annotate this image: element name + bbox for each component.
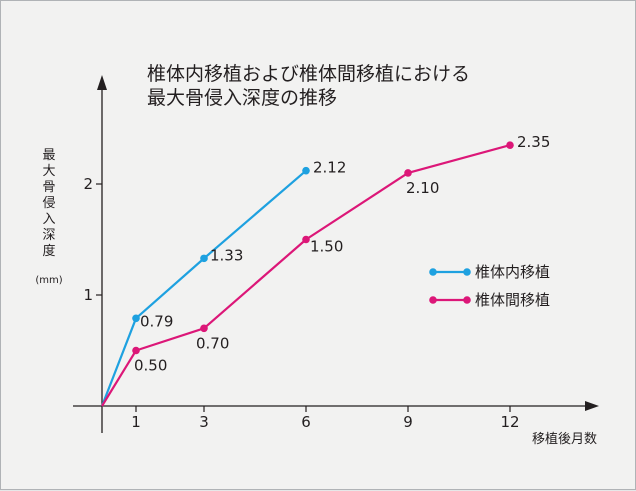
data-label: 2.12 (313, 159, 346, 177)
y-axis-title: 最大骨侵入深度 (mm) (35, 148, 62, 286)
y-axis-title-char: 深 (42, 228, 55, 243)
data-point (200, 254, 208, 263)
series-layer (100, 141, 514, 407)
x-tick-label: 9 (403, 413, 413, 431)
data-label: 2.35 (517, 133, 550, 151)
x-axis-title: 移植後月数 (532, 432, 597, 447)
chart-title-line-1: 椎体内移植および椎体間移植における (147, 63, 470, 85)
data-label: 1.50 (310, 238, 343, 256)
data-point (302, 166, 310, 175)
y-axis-unit: (mm) (35, 275, 62, 286)
data-point (506, 141, 514, 149)
chart-title: 椎体内移植および椎体間移植における 最大骨侵入深度の推移 (147, 63, 470, 109)
data-point (132, 314, 140, 323)
data-label: 2.10 (406, 179, 439, 197)
y-axis-title-char: 度 (42, 243, 55, 259)
x-tick-label: 6 (301, 413, 311, 431)
y-axis-title-char: 侵 (42, 195, 55, 211)
y-axis-title-char: 入 (42, 212, 55, 227)
data-label: 1.33 (210, 246, 243, 264)
legend-marker (463, 268, 471, 276)
y-tick-label: 2 (83, 175, 93, 193)
x-tick-label: 1 (131, 413, 141, 431)
x-tick-label: 3 (199, 413, 209, 431)
x-axis-arrow (585, 401, 599, 411)
y-axis-title-char: 大 (42, 164, 55, 179)
legend-label: 椎体間移植 (475, 291, 550, 309)
data-point (404, 169, 412, 177)
legend-marker (429, 296, 437, 304)
legend-label: 椎体内移植 (475, 263, 550, 281)
y-axis-title-char: 最 (42, 148, 55, 163)
x-tick-label: 12 (500, 413, 519, 431)
data-label: 0.79 (140, 312, 173, 330)
series-line (101, 144, 511, 407)
data-point (302, 235, 310, 244)
y-tick-label: 1 (83, 286, 93, 304)
legend-marker (463, 296, 471, 304)
data-label: 0.70 (196, 334, 229, 352)
data-labels-layer: 0.79 1.33 2.12 0.50 0.70 1.50 2.10 2.35 (134, 133, 550, 374)
data-point (200, 324, 208, 333)
y-axis-arrow (97, 75, 107, 90)
data-point (132, 346, 140, 355)
series-line (100, 169, 307, 407)
legend-marker (429, 268, 437, 276)
y-axis-title-char: 骨 (42, 180, 55, 195)
data-label: 0.50 (134, 357, 167, 375)
chart-title-line-2: 最大骨侵入深度の推移 (147, 87, 337, 109)
